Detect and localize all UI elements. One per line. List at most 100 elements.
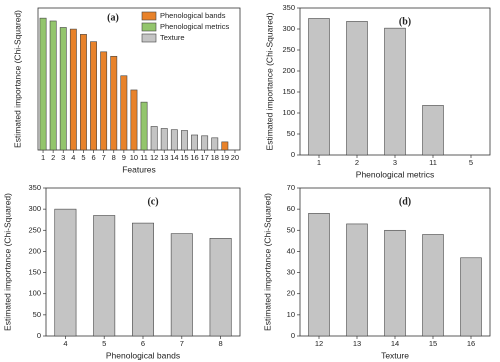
y-tick-label: 10 (287, 310, 295, 319)
bar (49, 20, 57, 151)
x-tick-label: 4 (63, 339, 67, 348)
x-tick-label: 4 (71, 153, 75, 162)
x-tick-label: 7 (102, 153, 106, 162)
x-axis-label: Texture (381, 350, 409, 360)
y-tick-label: 200 (282, 66, 295, 75)
panel-title: (a) (107, 12, 119, 23)
x-tick-label: 11 (140, 153, 148, 162)
x-tick-label: 8 (219, 339, 223, 348)
x-tick-label: 9 (122, 153, 126, 162)
y-axis-label: Estimated importance (Chi-Squared) (262, 193, 272, 331)
bar (422, 234, 444, 337)
x-tick-label: 14 (170, 153, 178, 162)
y-tick-label: 30 (287, 268, 295, 277)
y-tick-label: 20 (287, 289, 295, 298)
y-tick-label: 50 (287, 225, 295, 234)
x-axis-label: Features (122, 164, 156, 174)
bar (39, 17, 47, 151)
bar (170, 129, 178, 151)
x-tick-label: 2 (51, 153, 55, 162)
bar (201, 135, 209, 151)
x-tick-label: 11 (429, 158, 437, 167)
x-tick-label: 13 (353, 339, 361, 348)
bar (346, 21, 368, 156)
x-tick-label: 5 (81, 153, 85, 162)
y-axis-label: Estimated importance (Chi-Squared) (12, 10, 22, 148)
x-tick-label: 3 (61, 153, 65, 162)
bar (460, 257, 482, 337)
plot-frame (37, 7, 241, 151)
y-tick-label: 70 (287, 183, 295, 192)
x-tick-label: 18 (211, 153, 219, 162)
bar (160, 128, 168, 151)
bar (54, 208, 77, 337)
bar (170, 233, 193, 337)
x-axis-label: Phenological bands (106, 350, 180, 360)
bar (191, 134, 198, 151)
x-tick-label: 5 (469, 158, 473, 167)
x-tick-label: 14 (391, 339, 399, 348)
panel-title: (c) (147, 196, 158, 207)
x-tick-label: 1 (41, 153, 45, 162)
legend-label: Phenological metrics (160, 22, 229, 31)
legend-swatch (141, 11, 157, 21)
y-tick-label: 100 (28, 289, 41, 298)
x-tick-label: 6 (91, 153, 95, 162)
bar (150, 126, 158, 151)
bar (384, 27, 406, 156)
x-tick-label: 3 (393, 158, 397, 167)
bar (69, 28, 77, 151)
y-tick-label: 0 (291, 150, 295, 159)
y-tick-label: 200 (28, 246, 41, 255)
x-tick-label: 8 (112, 153, 116, 162)
x-tick-label: 2 (355, 158, 359, 167)
y-tick-label: 300 (28, 204, 41, 213)
legend-swatch (141, 22, 157, 32)
legend-label: Texture (160, 33, 185, 42)
x-tick-label: 12 (150, 153, 158, 162)
y-axis-label: Estimated importance (Chi-Squared) (264, 12, 274, 150)
y-tick-label: 50 (33, 310, 41, 319)
bar (422, 105, 444, 156)
bar (132, 222, 154, 337)
bar (110, 55, 118, 151)
bar (209, 238, 232, 337)
x-tick-label: 19 (221, 153, 229, 162)
y-tick-label: 350 (282, 3, 295, 12)
bar (221, 141, 229, 151)
y-tick-label: 150 (28, 268, 41, 277)
x-tick-label: 17 (200, 153, 208, 162)
y-tick-label: 0 (291, 331, 295, 340)
x-tick-label: 5 (102, 339, 106, 348)
y-axis-label: Estimated importance (Chi-Squared) (2, 193, 12, 331)
y-tick-label: 40 (287, 246, 295, 255)
y-tick-label: 250 (28, 225, 41, 234)
y-tick-label: 350 (28, 183, 41, 192)
x-tick-label: 16 (467, 339, 475, 348)
bar (90, 41, 97, 151)
y-tick-label: 250 (282, 45, 295, 54)
y-tick-label: 100 (282, 108, 295, 117)
x-tick-label: 20 (231, 153, 239, 162)
y-tick-label: 0 (37, 331, 41, 340)
x-tick-label: 10 (130, 153, 138, 162)
bar (80, 34, 87, 151)
x-tick-label: 13 (160, 153, 168, 162)
bar (59, 27, 67, 151)
x-tick-label: 6 (141, 339, 145, 348)
bar (120, 75, 128, 151)
bar (181, 130, 188, 151)
x-tick-label: 15 (429, 339, 437, 348)
bar (93, 215, 116, 337)
bar (100, 51, 108, 151)
bar (140, 101, 148, 151)
bar (130, 89, 138, 151)
y-tick-label: 150 (282, 87, 295, 96)
y-tick-label: 50 (287, 129, 295, 138)
x-tick-label: 7 (180, 339, 184, 348)
x-axis-label: Phenological metrics (356, 169, 434, 179)
legend-label: Phenological bands (160, 11, 226, 20)
bar (308, 18, 330, 156)
y-tick-label: 300 (282, 24, 295, 33)
